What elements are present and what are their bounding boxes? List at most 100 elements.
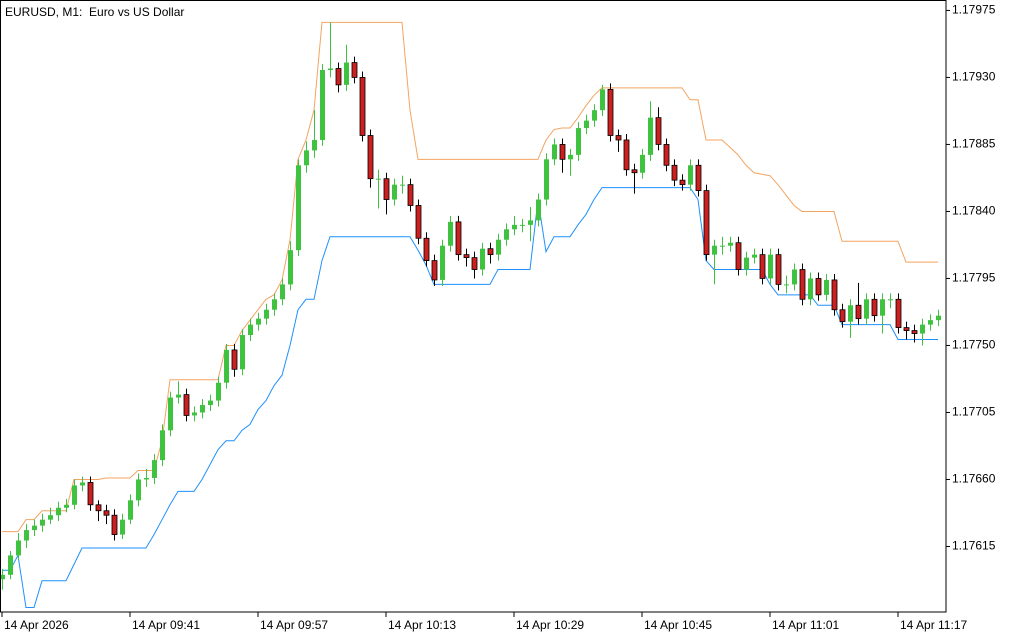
candle-body bbox=[607, 88, 614, 136]
x-tick-label: 14 Apr 11:01 bbox=[772, 618, 839, 632]
candle-body bbox=[880, 299, 885, 316]
candle-body bbox=[487, 248, 494, 256]
candle-body bbox=[280, 284, 285, 300]
candle-body bbox=[335, 68, 342, 86]
candle-body bbox=[328, 68, 333, 70]
candle-body bbox=[775, 254, 782, 285]
y-tick-label: 1.17930 bbox=[952, 70, 996, 84]
candle-body bbox=[471, 257, 478, 270]
candle-body bbox=[536, 199, 541, 221]
candle-body bbox=[8, 555, 13, 575]
candle-body bbox=[103, 510, 110, 516]
candle-body bbox=[895, 298, 902, 328]
candle-body bbox=[359, 77, 366, 136]
candle-body bbox=[888, 299, 893, 301]
candle-body bbox=[72, 485, 77, 505]
candle-body bbox=[792, 269, 797, 285]
candle-body bbox=[320, 69, 325, 140]
candle-body bbox=[231, 349, 238, 370]
y-tick-label: 1.17795 bbox=[952, 271, 996, 285]
candle-body bbox=[407, 184, 414, 206]
candle-body bbox=[168, 397, 173, 431]
candle-body bbox=[256, 318, 261, 325]
candle-body bbox=[584, 120, 589, 129]
x-tick-label: 14 Apr 10:13 bbox=[388, 618, 456, 632]
candle-body bbox=[768, 254, 773, 279]
chart-title: EURUSD, M1: Euro vs US Dollar bbox=[5, 5, 184, 19]
candle-body bbox=[128, 500, 133, 520]
candle-body bbox=[903, 327, 910, 331]
candle-body bbox=[200, 405, 205, 413]
candle-body bbox=[136, 479, 141, 501]
candle-body bbox=[224, 349, 229, 383]
y-tick-label: 1.17975 bbox=[952, 3, 996, 17]
y-tick-label: 1.17885 bbox=[952, 137, 996, 151]
candle-body bbox=[120, 519, 125, 535]
candle-body bbox=[376, 178, 381, 180]
x-tick-label: 14 Apr 2026 bbox=[4, 618, 69, 632]
candle-body bbox=[351, 62, 358, 78]
candle-body bbox=[552, 144, 557, 160]
candle-body bbox=[824, 279, 829, 295]
candle-body bbox=[655, 117, 662, 145]
candle-body bbox=[559, 144, 566, 160]
candle-body bbox=[871, 298, 878, 317]
candle-body bbox=[839, 309, 846, 323]
candle-body bbox=[152, 460, 157, 478]
candle-body bbox=[679, 179, 686, 186]
candle-body bbox=[111, 514, 118, 535]
y-tick-label: 1.17840 bbox=[952, 204, 996, 218]
candle-body bbox=[216, 382, 221, 401]
candle-body bbox=[640, 154, 645, 173]
candle-body bbox=[864, 299, 869, 319]
candle-body bbox=[544, 159, 549, 200]
candle-body bbox=[720, 245, 725, 247]
candle-body bbox=[160, 430, 165, 461]
candle-body bbox=[288, 250, 293, 285]
candle-body bbox=[24, 530, 29, 541]
candle-body bbox=[448, 221, 453, 246]
candle-body bbox=[344, 62, 349, 85]
candle-body bbox=[799, 269, 806, 300]
candle-body bbox=[712, 245, 717, 255]
candle-body bbox=[848, 305, 853, 322]
candle-body bbox=[855, 304, 862, 320]
candle-body bbox=[784, 284, 789, 286]
candle-body bbox=[296, 165, 301, 251]
candle-body bbox=[455, 221, 462, 256]
x-tick-label: 14 Apr 11:17 bbox=[900, 618, 967, 632]
candle-body bbox=[735, 242, 742, 270]
candle-body bbox=[208, 400, 213, 406]
candle-body bbox=[520, 224, 525, 226]
y-tick-label: 1.17705 bbox=[952, 405, 996, 419]
candle-body bbox=[40, 519, 45, 526]
candle-body bbox=[392, 184, 397, 200]
candle-body bbox=[16, 540, 21, 556]
candle-body bbox=[383, 178, 390, 200]
candle-body bbox=[48, 515, 53, 520]
candle-body bbox=[808, 278, 813, 300]
candle-body bbox=[463, 254, 470, 259]
candle-body bbox=[576, 128, 581, 155]
candle-body bbox=[752, 254, 757, 258]
candle-body bbox=[264, 309, 269, 319]
candle-body bbox=[56, 507, 61, 516]
candle-body bbox=[936, 315, 941, 321]
candle-body bbox=[688, 165, 693, 185]
candle-body bbox=[176, 394, 181, 398]
candle-body bbox=[400, 184, 405, 186]
candle-body bbox=[32, 525, 37, 531]
candle-body bbox=[528, 220, 533, 225]
candle-body bbox=[248, 324, 253, 336]
candle-body bbox=[815, 278, 822, 296]
candle-body bbox=[600, 89, 605, 111]
candle-body bbox=[504, 229, 509, 240]
plot-area bbox=[0, 21, 941, 609]
channel-line bbox=[2, 21, 938, 533]
candle-body bbox=[304, 150, 309, 166]
candle-body bbox=[920, 324, 925, 334]
frame bbox=[0, 0, 947, 613]
candle-body bbox=[64, 504, 69, 508]
candle-body bbox=[648, 117, 653, 155]
